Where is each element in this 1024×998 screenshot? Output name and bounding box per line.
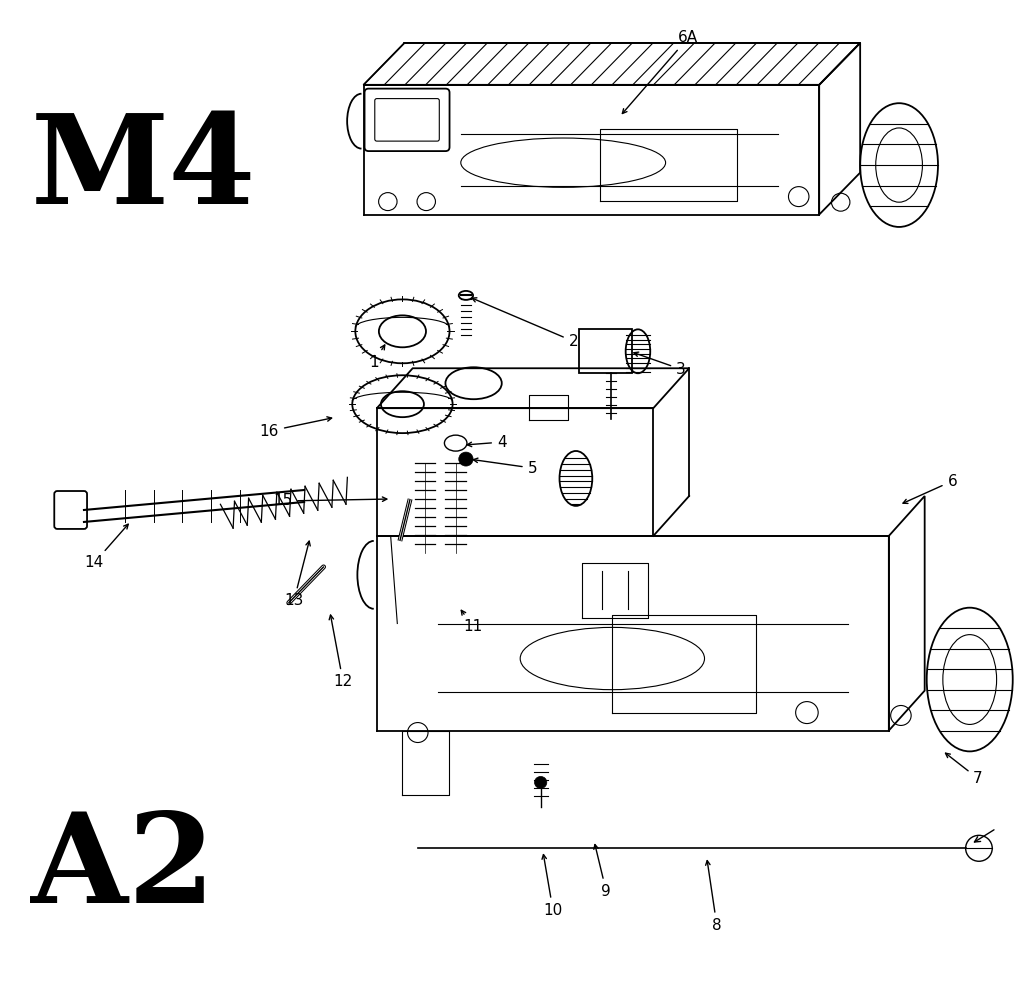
Text: 2: 2 bbox=[472, 297, 579, 349]
Text: 14: 14 bbox=[85, 524, 128, 571]
Text: A2: A2 bbox=[31, 807, 215, 929]
Text: 6A: 6A bbox=[623, 30, 698, 114]
Text: 3: 3 bbox=[634, 352, 686, 377]
Text: 8: 8 bbox=[706, 860, 722, 933]
Text: 4: 4 bbox=[467, 434, 507, 450]
Circle shape bbox=[535, 776, 547, 788]
Text: 9: 9 bbox=[594, 844, 611, 899]
Text: 12: 12 bbox=[329, 615, 352, 690]
Text: 16: 16 bbox=[260, 417, 332, 439]
Text: 13: 13 bbox=[285, 541, 310, 609]
Text: 11: 11 bbox=[461, 611, 482, 635]
Text: 10: 10 bbox=[542, 854, 562, 918]
Text: 15: 15 bbox=[273, 493, 387, 509]
Text: 1: 1 bbox=[369, 345, 385, 370]
Circle shape bbox=[459, 452, 473, 466]
Text: 7: 7 bbox=[945, 753, 983, 786]
Text: 6: 6 bbox=[903, 473, 957, 503]
Bar bbox=[579, 329, 632, 373]
Text: 5: 5 bbox=[473, 458, 538, 476]
Text: M4: M4 bbox=[31, 109, 256, 231]
